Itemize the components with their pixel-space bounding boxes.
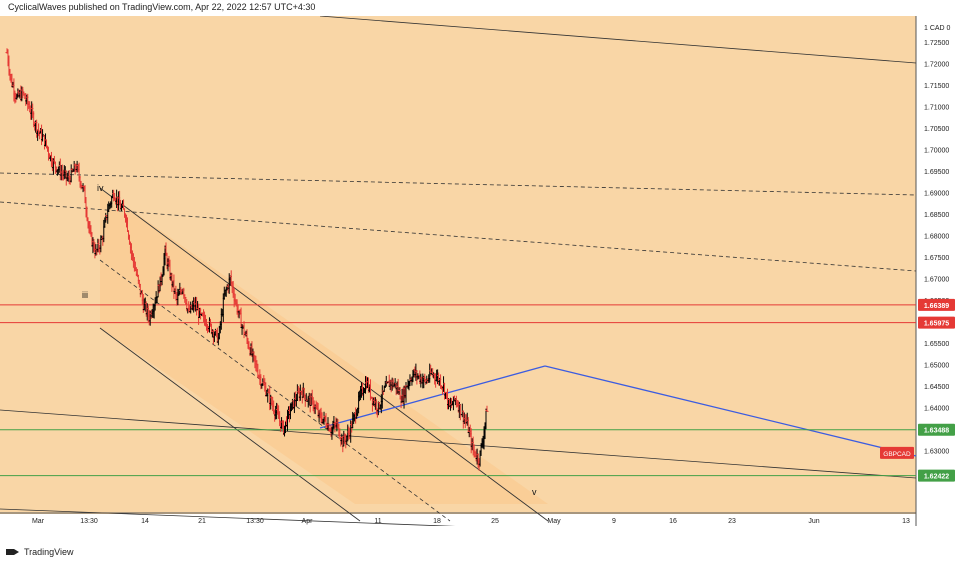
x-tick-label: 13 [902,518,910,525]
chart-area[interactable]: Mar 13:30 14 21 13:30 Apr 11 18 25 May 9 16 23 Jun 13 … [0,15,960,545]
channel-mid [99,259,451,522]
y-tick-label: 1.68000 [924,234,949,241]
price-tag-label: 1.63488 [924,428,949,435]
price-tag [918,298,955,311]
long-trend-line [0,409,917,479]
price-tag-label: 1.66389 [924,303,949,310]
x-tick-label: 25 [491,518,499,525]
x-tick-label: 18 [433,518,441,525]
x-tick-label: 11 [374,518,381,525]
y-tick-label: 1.65000 [924,363,949,370]
x-tick-label: 16 [669,518,677,525]
blue-projection-down [544,365,917,457]
trend-line-upper [319,15,917,64]
ohlc-series [5,48,489,471]
x-axis: Mar 13:30 14 21 13:30 Apr 11 18 25 May 9 16 23 Jun 13 [0,512,916,526]
y-tick-label: 1.63000 [924,449,949,456]
y-tick-label: 1.68500 [924,212,949,219]
price-labels: 1.66389 1.65975 1.63488 1.62422 GBPCAD [880,298,955,482]
blue-projection-up [319,365,546,429]
x-axis-panel [0,514,916,526]
x-tick-label: 14 [141,518,149,525]
y-tick-label: 1.65500 [924,341,949,348]
x-tick-label: 13:30 [246,518,264,525]
y-axis: 1.72500 1.72000 1.71500 1.71000 1.70500 1.700… [915,16,960,526]
x-tick-label: May [547,518,561,525]
dashed-line-2 [0,201,917,272]
x-tick-label: 21 [198,518,206,525]
channel-fill [100,188,548,504]
price-chart[interactable]: Mar 13:30 14 21 13:30 Apr 11 18 25 May 9 16 23 Jun 13 … [0,15,960,545]
y-tick-label: 1.64000 [924,406,949,413]
x-tick-label: 23 [728,518,736,525]
y-tick-label: 1.71500 [924,83,949,90]
drawing-lines [0,15,917,545]
channel-lower [99,327,361,522]
y-tick-label: 1.67500 [924,255,949,262]
y-tick-label: 1.72500 [924,40,949,47]
x-tick-label: 9 [612,518,616,525]
publish-info: CyclicalWaves published on TradingView.c… [8,2,316,12]
y-tick-label: 1.70000 [924,147,949,154]
y-tick-label: 1.72000 [924,61,949,68]
currency-label: 1 CAD 0 [924,25,951,32]
symbol-tag [880,446,914,459]
y-tick-label: 1.69500 [924,169,949,176]
price-tag-label: 1.62422 [924,474,949,481]
footer: TradingView [6,544,74,560]
x-tick-label: Mar [32,518,45,525]
wave-label-v: v [532,487,537,497]
x-tick-label: Apr [302,518,314,525]
x-tick-label: Jun [808,518,819,525]
price-tag [918,469,955,482]
x-tick-label: 13:30 [80,518,98,525]
price-tag-label: 1.65975 [924,321,949,328]
price-tag [918,316,955,329]
symbol-tag-label: GBPCAD [883,451,911,458]
y-axis-panel [917,16,960,526]
y-tick-label: 1.70500 [924,126,949,133]
dashed-line-1 [0,172,917,196]
y-tick-label: 1.69000 [924,190,949,197]
y-tick-label: 1.64500 [924,384,949,391]
wave-label-iv: iv [97,183,104,193]
wave-label-iii: iii [82,290,88,300]
y-tick-label: 1.71000 [924,104,949,111]
channel-upper [99,187,549,522]
y-tick-label: 1.67000 [924,277,949,284]
price-tag [918,423,955,436]
footer-brand: TradingView [24,547,74,557]
tradingview-logo-icon [6,547,20,557]
ohlc-bar [485,405,489,412]
